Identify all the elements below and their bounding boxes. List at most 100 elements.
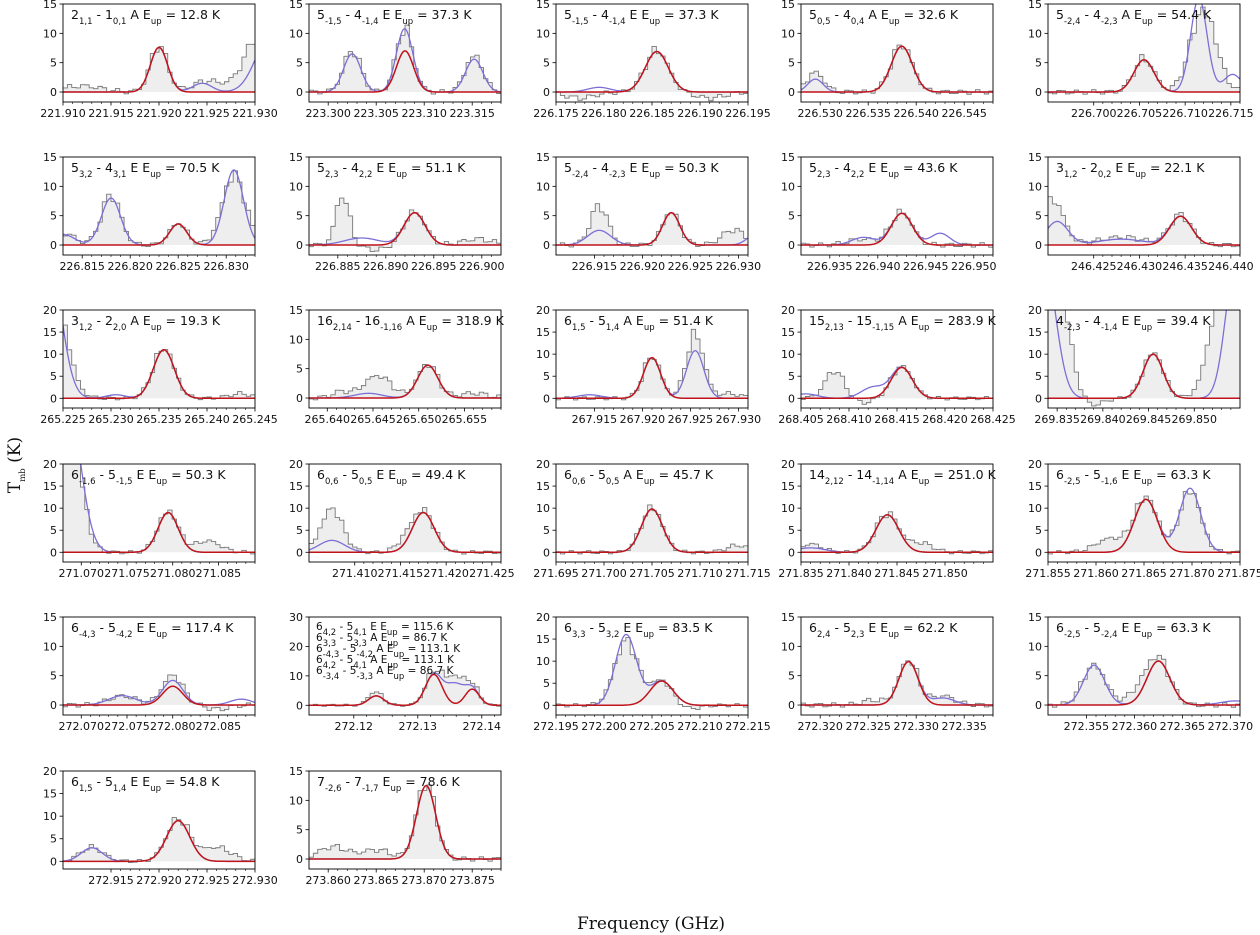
y-tick-label: 0 [1035,546,1042,559]
y-tick-label: 5 [296,363,303,376]
y-tick-label: 5 [788,524,795,537]
y-tick-label: 15 [1028,326,1042,339]
panel-frame [308,309,502,409]
x-tick-label: 226.885 [315,260,361,273]
spectrum-panel-5: 0 5 10 15 226.700 226.705 226.710 226.715 5-2,4 … [1028,0,1254,120]
x-tick-label: 226.180 [581,107,627,120]
x-tick-label: 271.860 [1073,567,1119,580]
x-tick-label: 265.245 [232,413,278,426]
panel-plot-area [63,674,255,712]
observed-spectrum [801,208,993,248]
x-tick-label: 272.13 [399,720,438,733]
x-tick-label: 267.915 [572,413,618,426]
line-model-curve [63,819,255,863]
observed-spectrum-fill [1048,196,1240,247]
observed-spectrum-fill [801,45,993,95]
y-tick-label: 15 [43,0,57,11]
x-tick-label: 265.230 [88,413,134,426]
panel-plot-area [1048,196,1240,248]
y-tick-label: 5 [788,370,795,383]
x-tick-label: 226.900 [459,260,505,273]
y-tick-label: 0 [543,546,550,559]
spectrum-panel-18: 0 5 10 15 20 271.695 271.700 271.705 271.710 271.… [533,458,771,580]
x-tick-label: 271.085 [196,567,242,580]
y-tick-label: 15 [289,765,303,778]
y-tick-label: 0 [788,86,795,99]
x-tick-label: 226.935 [807,260,853,273]
y-tick-label: 20 [289,640,303,653]
x-tick-label: 221.915 [88,107,134,120]
spectrum-panel-15: 0 5 10 15 20 269.835 269.840 269.845 269.850 4-2,… [1028,304,1241,426]
panel-plot-area [1048,487,1240,555]
y-tick-label: 5 [50,370,57,383]
panel-title: 6-4,3 - 5-4,2 A Eup = 113.1 K [316,643,461,660]
panel-plot-area [556,45,748,102]
y-axis-label-main: T [5,481,25,493]
spectrum-panel-4: 0 5 10 15 226.530 226.535 226.540 226.545 50,5 -… [781,0,994,120]
spectrum-panel-24: 0 5 10 15 272.320 272.325 272.330 272.335 62,4 -… [781,611,994,733]
spectrum-panel-10: 0 5 10 15 246.425 246.430 246.435 246.440 31,2 -… [1028,151,1254,273]
y-tick-label: 0 [50,546,57,559]
x-tick-label: 226.830 [203,260,249,273]
y-tick-label: 5 [543,210,550,223]
panel-plot-area [801,660,993,708]
spectrum-panel-9: 0 5 10 15 226.935 226.940 226.945 226.950 52,3 -… [781,151,997,273]
y-tick-label: 15 [289,0,303,11]
y-tick-label: 5 [1035,524,1042,537]
y-tick-label: 10 [1028,27,1042,40]
x-tick-label: 265.640 [305,413,351,426]
x-tick-label: 223.305 [353,107,399,120]
observed-spectrum [1048,654,1240,708]
x-tick-label: 265.655 [442,413,488,426]
panel-plot-area [309,784,501,862]
x-tick-label: 269.835 [1034,413,1080,426]
x-tick-label: 223.300 [305,107,351,120]
y-tick-label: 20 [43,765,57,778]
x-tick-label: 272.320 [797,720,843,733]
x-tick-label: 271.410 [332,567,378,580]
panel-title: 4-2,3 - 4-1,4 E Eup = 39.4 K [1056,313,1211,333]
y-tick-label: 5 [543,524,550,537]
y-tick-label: 0 [296,546,303,559]
panel-plot-area [309,197,501,253]
line-model-curve [556,508,748,554]
x-tick-label: 226.920 [620,260,666,273]
panel-title: 50,5 - 40,4 A Eup = 32.6 K [809,7,959,27]
x-tick-label: 272.370 [1208,720,1254,733]
panel-title: 6-1,6 - 5-1,5 E Eup = 50.3 K [71,467,226,487]
x-tick-label: 272.360 [1112,720,1158,733]
panel-title: 21,1 - 10,1 A Eup = 12.8 K [71,7,221,27]
y-tick-label: 15 [536,480,550,493]
y-tick-label: 20 [536,611,550,624]
panel-title: 63,3 - 53,2 E Eup = 83.5 K [564,620,713,640]
y-tick-label: 15 [43,480,57,493]
line-model-curve [63,348,255,400]
observed-spectrum-fill [309,670,501,707]
observed-spectrum [556,45,748,102]
line-model-curve [556,211,748,246]
x-tick-label: 226.700 [1071,107,1117,120]
y-tick-label: 0 [296,86,303,99]
line-model-curve [801,212,993,246]
spectrum-panel-6: 0 5 10 15 226.815 226.820 226.825 226.830 53,2 -… [43,151,256,273]
y-tick-label: 15 [43,151,57,164]
x-tick-label: 226.815 [59,260,105,273]
spectrum-panel-22: 0 10 20 30 272.12 272.13 272.14 64,2 - 54,1 E E… [289,611,502,733]
spectrum-panel-21: 0 5 10 15 272.070 272.075 272.080 272.085 6-4,3 … [43,611,256,733]
x-tick-label: 271.835 [778,567,824,580]
x-tick-label: 226.825 [155,260,201,273]
y-tick-label: 5 [788,57,795,70]
y-axis-label-sub: mb [18,468,28,482]
x-tick-label: 226.195 [725,107,771,120]
x-tick-label: 226.820 [107,260,153,273]
y-tick-label: 0 [1035,392,1042,405]
y-tick-label: 0 [50,699,57,712]
panel-title: 6-3,4 - 5-3,3 A Eup = 86.7 K [316,665,455,682]
panel-plot-area [1048,310,1240,407]
panel-title: 142,12 - 14-1,14 A Eup = 251.0 K [809,467,997,487]
panel-plot-area [309,24,501,95]
observed-spectrum-fill [556,329,748,400]
x-tick-label: 273.865 [353,874,399,887]
spectrum-panel-23: 0 5 10 15 20 272.195 272.200 272.205 272.210 272.… [533,611,771,733]
